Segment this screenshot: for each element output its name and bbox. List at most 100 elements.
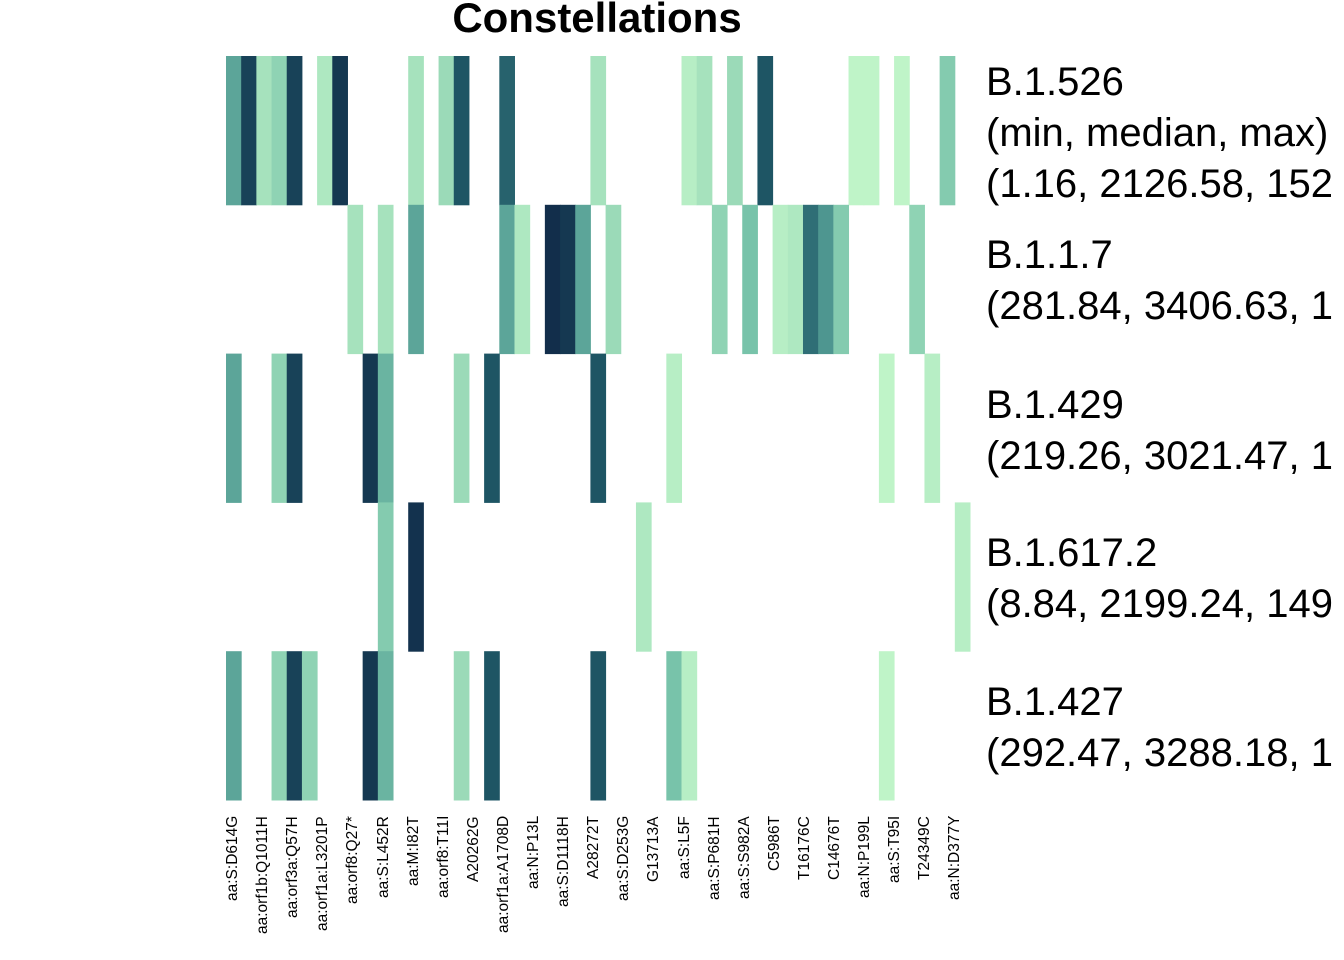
heatmap-cell — [757, 56, 774, 206]
heatmap-cell — [863, 56, 880, 206]
heatmap-cell — [894, 56, 910, 206]
column-label: T16176C — [795, 816, 813, 880]
heatmap-cell — [909, 204, 925, 355]
column-label: aa:S:P681H — [705, 816, 723, 900]
heatmap-cell — [590, 56, 607, 206]
row-label-stats: (219.26, 3021.47, 1 — [986, 434, 1333, 478]
column-label: aa:M:I82T — [404, 816, 422, 886]
column-label: aa:N:D377Y — [946, 815, 964, 900]
row-label-name: B.1.526 — [986, 60, 1124, 104]
row-label-stats: (1.16, 2126.58, 152 — [986, 162, 1333, 206]
column-label: A20262G — [464, 816, 482, 883]
row-label: B.1.427 (292.47, 3288.18, 1 — [986, 677, 1333, 779]
row-label: B.1.429 (219.26, 3021.47, 1 — [986, 380, 1333, 482]
column-label: G13713A — [645, 816, 663, 883]
heatmap-cell — [742, 204, 758, 355]
column-label: aa:orf1a:A1708D — [494, 815, 512, 933]
heatmap-cell — [818, 204, 834, 355]
column-label: aa:S:T95I — [886, 815, 904, 883]
column-label: aa:S:D1118H — [555, 816, 573, 907]
column-label: aa:S:L452R — [374, 816, 392, 898]
column-label: aa:S:S982A — [735, 816, 753, 899]
heatmap-cell — [362, 651, 379, 801]
column-label: A28272T — [585, 816, 603, 879]
heatmap-cell — [924, 353, 941, 503]
heatmap-cell — [772, 204, 789, 355]
heatmap-cell — [286, 353, 303, 503]
chart-title: Constellations — [452, 0, 742, 41]
column-label: aa:orf1b:Q1011H — [254, 816, 272, 934]
column-label: aa:orf8:T11I — [434, 815, 452, 898]
heatmap-cell — [681, 651, 698, 801]
column-label: T24349C — [916, 816, 934, 880]
row-label-stats-header: (min, median, max) — [986, 111, 1329, 155]
heatmap-cell — [848, 56, 865, 206]
heatmap-cell — [666, 353, 683, 503]
heatmap-cell — [347, 204, 364, 355]
heatmap-cell — [681, 56, 698, 206]
heatmap-cell — [286, 56, 303, 206]
heatmap-cell — [226, 56, 242, 206]
heatmap-cell — [575, 204, 591, 355]
heatmap-cell — [453, 56, 470, 206]
column-label: aa:S:D253G — [615, 815, 633, 901]
row-label: B.1.617.2 (8.84, 2199.24, 149 — [986, 528, 1333, 630]
heatmap-cell — [226, 353, 242, 503]
heatmap-cell — [787, 204, 804, 355]
column-label: aa:orf3a:Q57H — [284, 816, 302, 918]
heatmap-cell — [377, 204, 394, 355]
row-label-stats: (8.84, 2199.24, 149 — [986, 582, 1333, 626]
heatmap-cell — [317, 56, 333, 206]
heatmap-cell — [377, 651, 394, 801]
column-label: aa:N:P13L — [525, 815, 542, 889]
heatmap-cell — [377, 502, 394, 652]
heatmap — [226, 56, 971, 801]
column-label: aa:orf1a:L3201P — [314, 816, 332, 931]
heatmap-cell — [408, 56, 424, 206]
row-label-name: B.1.1.7 — [986, 233, 1113, 277]
heatmap-cell — [438, 56, 455, 206]
heatmap-cell — [939, 56, 956, 206]
heatmap-cell — [833, 204, 850, 355]
heatmap-cell — [590, 353, 607, 503]
heatmap-cell — [408, 502, 424, 652]
heatmap-cell — [408, 204, 424, 355]
row-label-name: B.1.429 — [986, 383, 1124, 427]
heatmap-cell — [878, 651, 895, 801]
column-label: aa:S:L5F — [675, 816, 693, 879]
column-label: aa:orf8:Q27* — [344, 816, 362, 904]
heatmap-cell — [711, 204, 728, 355]
heatmap-cell — [453, 353, 470, 503]
heatmap-cell — [544, 204, 561, 355]
heatmap-cell — [727, 56, 743, 206]
row-label-stats: (281.84, 3406.63, 1 — [986, 284, 1333, 328]
row-label-name: B.1.617.2 — [986, 531, 1158, 575]
heatmap-cell — [256, 56, 273, 206]
heatmap-cell — [560, 204, 576, 355]
heatmap-cell — [453, 651, 470, 801]
row-label-name: B.1.427 — [986, 680, 1124, 724]
heatmap-cell — [499, 204, 515, 355]
heatmap-cell — [954, 502, 971, 652]
heatmap-cell — [271, 56, 288, 206]
heatmap-cell — [635, 502, 652, 652]
heatmap-cell — [484, 651, 500, 801]
heatmap-cell — [241, 56, 257, 206]
heatmap-cell — [286, 651, 303, 801]
heatmap-cell — [377, 353, 394, 503]
heatmap-cell — [271, 353, 288, 503]
row-label-stats: (292.47, 3288.18, 1 — [986, 731, 1333, 775]
heatmap-cell — [499, 56, 515, 206]
heatmap-cell — [605, 204, 622, 355]
heatmap-cell — [666, 651, 683, 801]
heatmap-cell — [590, 651, 607, 801]
row-label: B.1.1.7 (281.84, 3406.63, 1 — [986, 230, 1333, 332]
column-label: C5986T — [765, 815, 783, 871]
heatmap-cell — [301, 651, 318, 801]
heatmap-cell — [696, 56, 713, 206]
column-label: C14676T — [826, 816, 843, 880]
heatmap-cell — [226, 651, 242, 801]
heatmap-cell — [484, 353, 500, 503]
row-label: B.1.526 (min, median, max) (1.16, 2126.58,… — [986, 57, 1333, 210]
heatmap-cell — [878, 353, 895, 503]
